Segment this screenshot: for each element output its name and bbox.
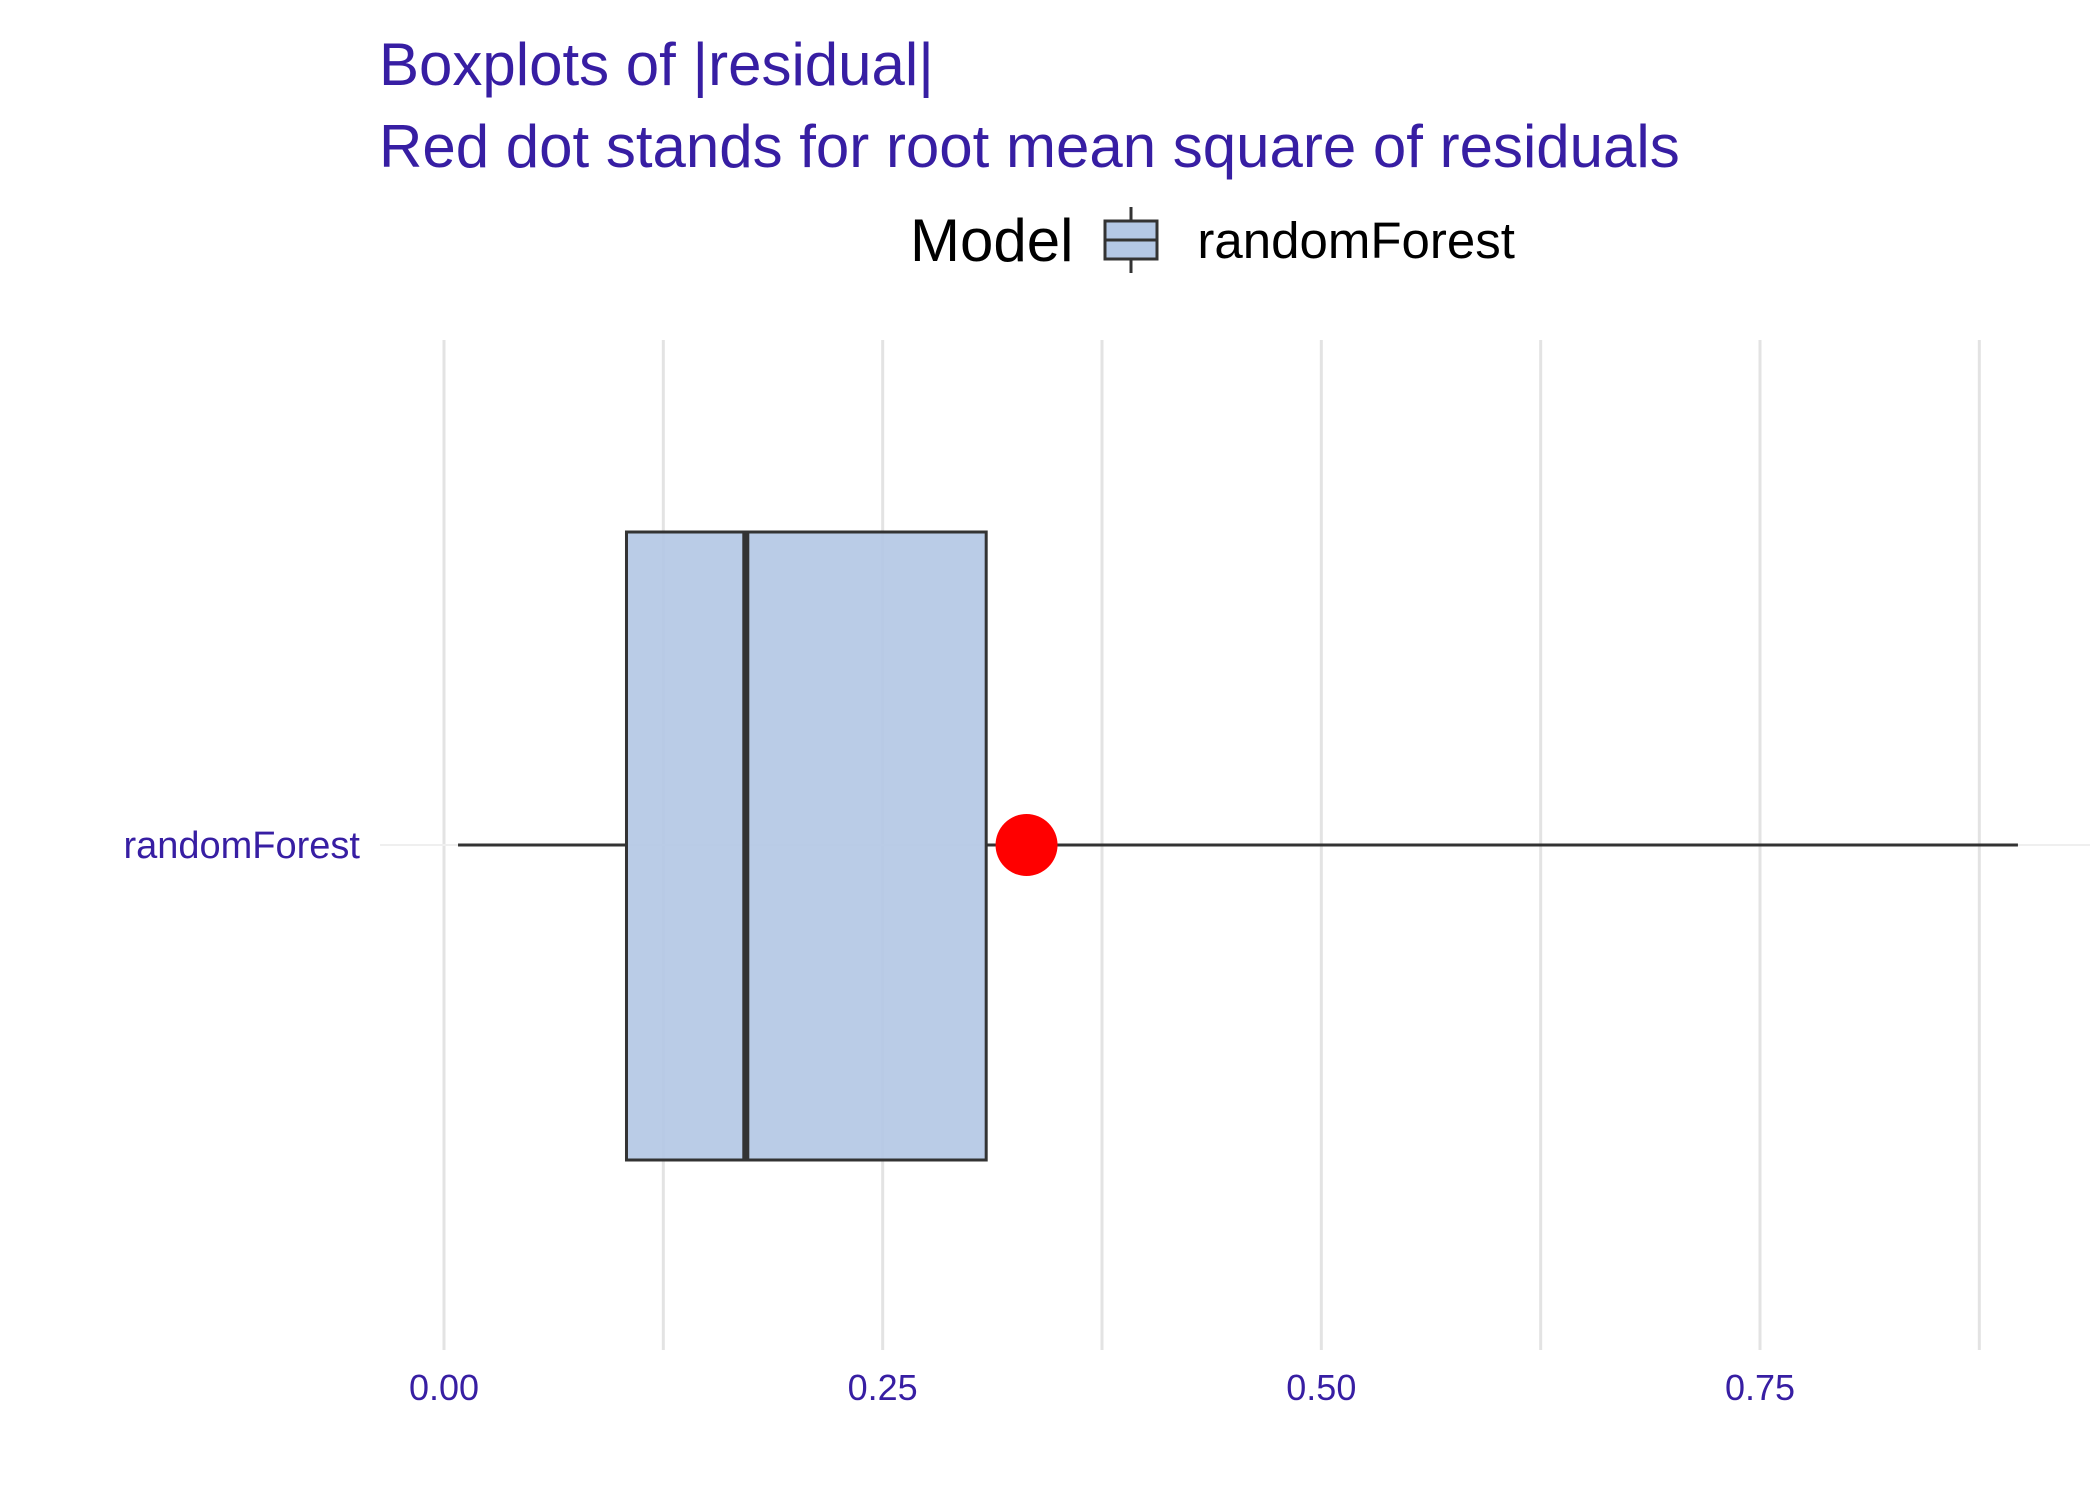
x-tick-label: 0.75 xyxy=(1725,1367,1795,1408)
chart-subtitle: Red dot stands for root mean square of r… xyxy=(379,113,1680,180)
legend-title: Model xyxy=(910,206,1074,274)
x-tick-label: 0.00 xyxy=(409,1367,479,1408)
chart-title: Boxplots of |residual| xyxy=(379,31,934,98)
x-tick-label: 0.50 xyxy=(1286,1367,1356,1408)
legend-label: randomForest xyxy=(1197,211,1515,269)
iqr-box xyxy=(624,530,988,1162)
legend-boxplot-key-icon xyxy=(1103,207,1159,273)
rms-dot xyxy=(995,814,1058,876)
y-category-label: randomForest xyxy=(123,825,360,867)
legend: Model randomForest xyxy=(910,205,1515,275)
x-tick-label: 0.25 xyxy=(848,1367,918,1408)
